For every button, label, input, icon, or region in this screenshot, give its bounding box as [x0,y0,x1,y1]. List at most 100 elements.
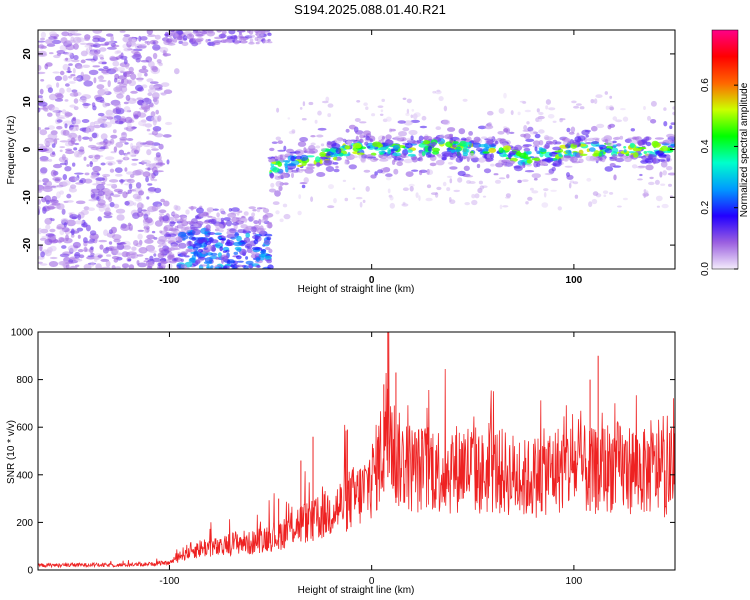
heatmap-cell [193,250,199,257]
heatmap-cell [194,242,202,249]
heatmap-cell [83,156,87,161]
heatmap-cell [419,170,423,176]
heatmap-cell [524,170,535,173]
heatmap-cell [145,217,153,224]
heatmap-cell [83,237,88,244]
heatmap-cell [89,121,96,127]
heatmap-cell [92,165,102,172]
heatmap-cell [527,126,534,132]
heatmap-cell [152,119,157,126]
heatmap-cell [503,128,509,133]
heatmap-cell [127,41,137,46]
heatmap-cell [112,129,117,134]
heatmap-cell [402,97,407,101]
heatmap-cell [70,74,76,77]
heatmap-cell [163,226,168,232]
heatmap-cell [359,201,363,208]
heatmap-cell [612,140,617,144]
heatmap-cell [142,171,151,178]
heatmap-cell [44,217,52,225]
heatmap-cell [579,153,588,156]
heatmap-cell [229,24,235,29]
heatmap-cell [87,255,95,258]
colorbar-tick-label: 0.6 [700,78,711,92]
heatmap-cell [136,254,144,257]
x-tick-label: 100 [566,576,583,587]
heatmap-cell [39,88,44,95]
heatmap-cell [153,253,157,257]
heatmap-cell [647,115,651,121]
heatmap-cell [287,163,297,167]
heatmap-cell [78,97,88,103]
heatmap-cell [105,188,112,196]
heatmap-cell [325,96,330,102]
heatmap-cell [47,87,54,93]
heatmap-cell [74,172,84,175]
heatmap-cell [49,256,58,260]
heatmap-cell [163,89,173,94]
heatmap-cell [122,245,132,250]
heatmap-cell [452,149,461,153]
heatmap-cell [421,151,426,157]
heatmap-cell [40,79,45,82]
heatmap-cell [355,130,364,135]
heatmap-cell [661,203,669,209]
heatmap-cell [103,66,109,70]
snr-x-label: Height of straight line (km) [298,585,415,596]
heatmap-cell [410,119,420,123]
heatmap-cell [65,150,75,155]
heatmap-cell [545,105,549,110]
heatmap-cell [452,141,459,144]
heatmap-cell [333,198,337,204]
heatmap-cell [302,101,306,107]
heatmap-cell [485,157,492,163]
heatmap-cell [638,165,646,168]
heatmap-cell [72,116,77,121]
heatmap-cell [377,169,384,174]
heatmap-cell [104,146,109,150]
heatmap-cell [443,105,448,112]
heatmap-cell [126,171,134,175]
heatmap-cell [403,120,413,126]
heatmap-cell [342,179,347,182]
heatmap-cell [665,139,673,144]
heatmap-cell [533,157,541,162]
heatmap-cell [86,164,90,167]
heatmap-cell [662,150,671,154]
heatmap-cell [538,111,544,116]
heatmap-cell [666,133,675,138]
heatmap-cell [598,152,602,158]
colorbar-tick-label: 0.4 [700,139,711,153]
heatmap-cell [62,63,69,71]
heatmap-cell [415,192,419,199]
heatmap-cell [252,30,260,33]
heatmap-cell [403,158,413,164]
heatmap-cell [38,50,47,56]
heatmap-cell [236,260,244,263]
heatmap-cell [91,174,96,179]
heatmap-cell [570,126,576,133]
heatmap-cell [64,142,72,147]
heatmap-cell [487,110,494,116]
heatmap-cell [47,125,56,130]
heatmap-cell [44,238,53,246]
heatmap-cell [50,185,57,188]
heatmap-cell [218,229,224,233]
heatmap-cell [72,162,76,167]
heatmap-cell [672,111,675,116]
heatmap-cell [160,25,165,30]
heatmap-cell [315,156,321,163]
heatmap-cell [645,141,652,147]
heatmap-cell [223,222,227,226]
heatmap-cell [96,142,106,146]
heatmap-cell [380,152,384,155]
heatmap-cell [154,34,161,40]
heatmap-cell [215,223,224,229]
heatmap-cell [446,187,451,192]
heatmap-cell [641,155,647,160]
heatmap-cell [446,175,453,178]
heatmap-cell [124,116,133,124]
heatmap-cell [195,259,201,265]
heatmap-cell [38,64,42,71]
heatmap-cell [427,146,433,152]
